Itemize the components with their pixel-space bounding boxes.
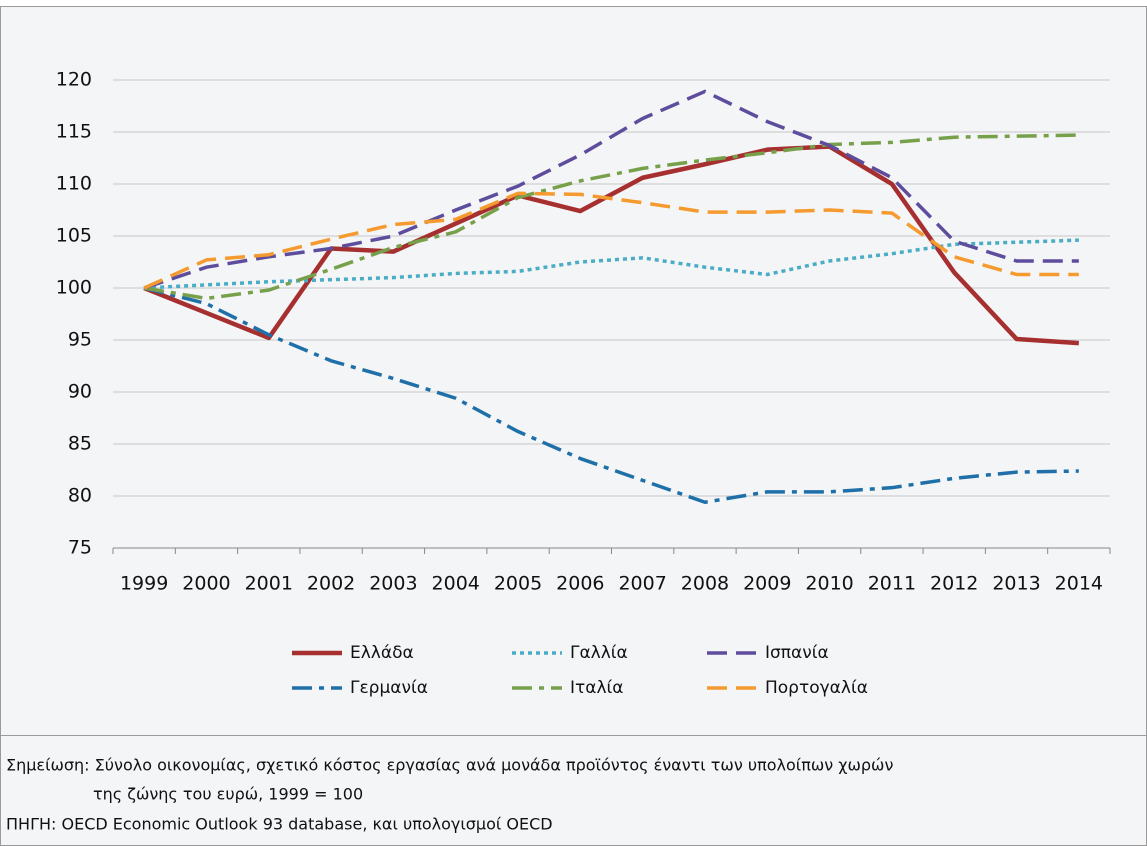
y-tick-label: 95 xyxy=(68,329,92,351)
series-line xyxy=(143,144,1079,346)
x-tick-label: 2002 xyxy=(307,573,355,595)
x-tick-label: 2008 xyxy=(681,573,729,595)
x-tick-label: 2012 xyxy=(930,573,978,595)
series-line xyxy=(143,89,1079,290)
note: Σημείωση: Σύνολο οικονομίας, σχετικό κόσ… xyxy=(6,756,893,775)
x-tick-label: 2011 xyxy=(868,573,916,595)
note: της ζώνης του ευρώ, 1999 = 100 xyxy=(93,785,363,804)
x-tick-label: 2003 xyxy=(369,573,417,595)
x-tick-label: 2005 xyxy=(494,573,542,595)
x-tick-label: 2001 xyxy=(245,573,293,595)
y-tick-label: 80 xyxy=(68,485,92,507)
legend-label: Γαλλία xyxy=(570,643,628,663)
x-tick-label: 2006 xyxy=(556,573,604,595)
legend-label: Γερμανία xyxy=(350,678,428,698)
y-tick-label: 100 xyxy=(56,277,92,299)
legend-label: Πορτογαλία xyxy=(765,678,868,698)
legend-label: Ελλάδα xyxy=(350,643,414,663)
x-tick-label: 2007 xyxy=(618,573,666,595)
y-tick-label: 120 xyxy=(56,69,92,91)
x-tick-label: 1999 xyxy=(120,573,168,595)
y-tick-label: 75 xyxy=(68,537,92,559)
series-line xyxy=(143,133,1079,301)
x-tick-label: 2013 xyxy=(992,573,1040,595)
x-tick-label: 2000 xyxy=(182,573,230,595)
y-tick-label: 110 xyxy=(56,173,92,195)
legend-label: Ιταλία xyxy=(570,678,623,698)
series-line xyxy=(143,191,1079,290)
x-tick-label: 2014 xyxy=(1055,573,1103,595)
x-tick-label: 2004 xyxy=(432,573,480,595)
y-tick-label: 105 xyxy=(56,225,92,247)
y-tick-label: 85 xyxy=(68,433,92,455)
y-tick-label: 115 xyxy=(56,121,92,143)
y-tick-label: 90 xyxy=(68,381,92,403)
series-line xyxy=(143,286,1079,504)
x-tick-label: 2010 xyxy=(805,573,853,595)
note: ΠΗΓΗ: OECD Economic Outlook 93 database,… xyxy=(6,815,553,834)
x-tick-label: 2009 xyxy=(743,573,791,595)
chart-frame xyxy=(0,6,1147,846)
legend-label: Ισπανία xyxy=(765,643,829,663)
